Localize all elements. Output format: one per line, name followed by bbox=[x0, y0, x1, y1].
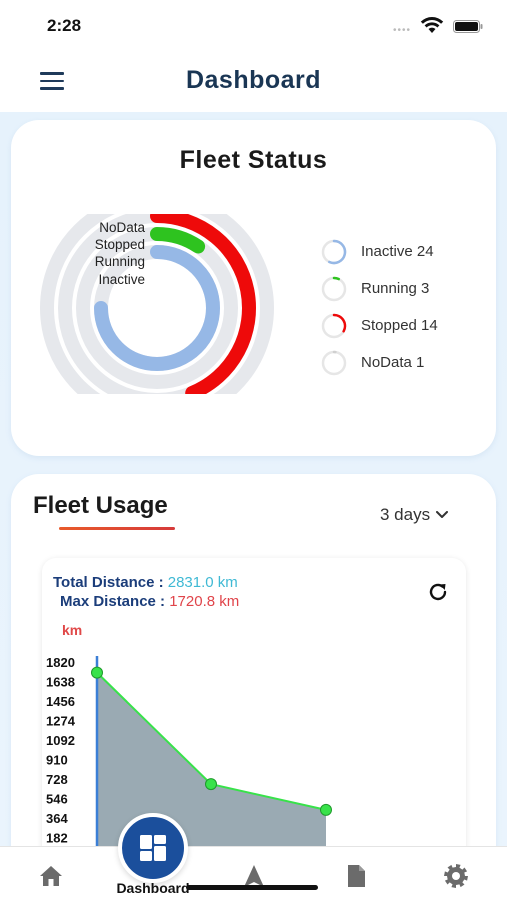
fleet-status-card: Fleet Status NoData Stopped Running Inac… bbox=[11, 120, 496, 456]
status-bar: 2:28 •••• bbox=[0, 0, 507, 50]
max-distance: Max Distance : 1720.8 km bbox=[60, 593, 239, 610]
navigation-icon[interactable] bbox=[241, 863, 267, 889]
fleet-status-title: Fleet Status bbox=[179, 146, 328, 174]
max-distance-label: Max Distance : bbox=[60, 593, 166, 610]
legend-item-running[interactable]: Running 3 bbox=[320, 275, 490, 303]
ring-arc-inactive[interactable] bbox=[94, 245, 220, 371]
legend-ring-icon bbox=[321, 239, 347, 265]
nav-active-label: Dashboard bbox=[116, 880, 190, 896]
y-tick-label: 182 bbox=[46, 831, 68, 846]
legend-ring-arc bbox=[332, 276, 340, 281]
fleet-usage-title: Fleet Usage bbox=[33, 492, 168, 519]
ring-arc-running[interactable] bbox=[150, 227, 206, 254]
y-tick-label: 1274 bbox=[46, 714, 76, 729]
ring-label-nodata: NoData bbox=[99, 220, 145, 235]
ring-label-inactive: Inactive bbox=[98, 272, 145, 287]
range-dropdown[interactable]: 3 days bbox=[380, 505, 449, 525]
gear-hole bbox=[452, 872, 460, 880]
data-point-2[interactable] bbox=[205, 778, 217, 791]
ring-label-running: Running bbox=[94, 254, 145, 269]
legend-label: Inactive 24 bbox=[361, 243, 434, 260]
legend-ring-arc bbox=[328, 239, 347, 265]
legend-item-nodata[interactable]: NoData 1 bbox=[320, 349, 490, 377]
y-tick-label: 910 bbox=[46, 753, 68, 768]
home-icon[interactable] bbox=[38, 863, 64, 889]
y-tick-label: 1092 bbox=[46, 733, 75, 748]
legend-item-inactive[interactable]: Inactive 24 bbox=[320, 238, 490, 266]
y-axis-unit-label: km bbox=[62, 622, 83, 638]
fleet-usage-card: Fleet Usage 3 days Total Distance : 2831… bbox=[11, 474, 496, 878]
wifi-icon bbox=[420, 17, 444, 33]
total-distance: Total Distance : 2831.0 km bbox=[53, 574, 238, 591]
ring-track bbox=[40, 214, 274, 394]
legend-ring-icon bbox=[321, 276, 347, 302]
title-underline bbox=[59, 527, 175, 530]
app-header: Dashboard bbox=[0, 50, 507, 112]
data-point-3[interactable] bbox=[320, 803, 332, 816]
y-tick-label: 364 bbox=[46, 811, 68, 826]
home-indicator bbox=[186, 885, 318, 890]
y-tick-label: 1638 bbox=[46, 675, 75, 690]
refresh-icon[interactable] bbox=[426, 580, 450, 604]
page-title: Dashboard bbox=[185, 66, 322, 94]
legend-label: NoData 1 bbox=[361, 354, 425, 371]
legend-ring-icon bbox=[321, 313, 347, 339]
ring-arc-stopped[interactable] bbox=[150, 214, 256, 394]
gear-icon[interactable] bbox=[443, 863, 469, 889]
y-tick-label: 728 bbox=[46, 772, 68, 787]
ring-label-stopped: Stopped bbox=[94, 237, 145, 252]
max-distance-value: 1720.8 km bbox=[169, 593, 240, 610]
dashboard-icon bbox=[140, 835, 166, 861]
total-distance-label: Total Distance : bbox=[53, 574, 164, 591]
legend-label: Running 3 bbox=[361, 280, 430, 297]
y-tick-label: 1820 bbox=[46, 655, 75, 670]
dashboard-nav-button[interactable] bbox=[118, 813, 188, 883]
total-distance-value: 2831.0 km bbox=[167, 574, 238, 591]
battery-icon bbox=[453, 20, 483, 33]
legend-ring-arc bbox=[332, 313, 347, 333]
legend-ring-track bbox=[321, 276, 347, 302]
usage-chart-panel: Total Distance : 2831.0 km Max Distance … bbox=[42, 558, 466, 878]
fleet-status-radial-chart[interactable] bbox=[39, 214, 275, 394]
signal-dots-icon: •••• bbox=[393, 25, 412, 36]
legend-item-stopped[interactable]: Stopped 14 bbox=[320, 312, 490, 340]
legend-label: Stopped 14 bbox=[361, 317, 438, 334]
range-dropdown-value: 3 days bbox=[380, 505, 431, 524]
menu-icon[interactable] bbox=[40, 72, 66, 92]
document-icon[interactable] bbox=[343, 863, 369, 889]
legend-ring-icon bbox=[321, 350, 347, 376]
chevron-down-icon bbox=[436, 511, 449, 518]
data-point-1[interactable] bbox=[91, 666, 103, 679]
y-tick-label: 1456 bbox=[46, 694, 75, 709]
y-tick-label: 546 bbox=[46, 792, 68, 807]
status-time: 2:28 bbox=[47, 16, 82, 35]
bottom-nav bbox=[0, 846, 507, 900]
legend-ring-track bbox=[321, 350, 347, 376]
usage-area-chart[interactable]: 1820 1638 1456 1274 1092 910 728 546 364 182 bbox=[42, 558, 466, 878]
